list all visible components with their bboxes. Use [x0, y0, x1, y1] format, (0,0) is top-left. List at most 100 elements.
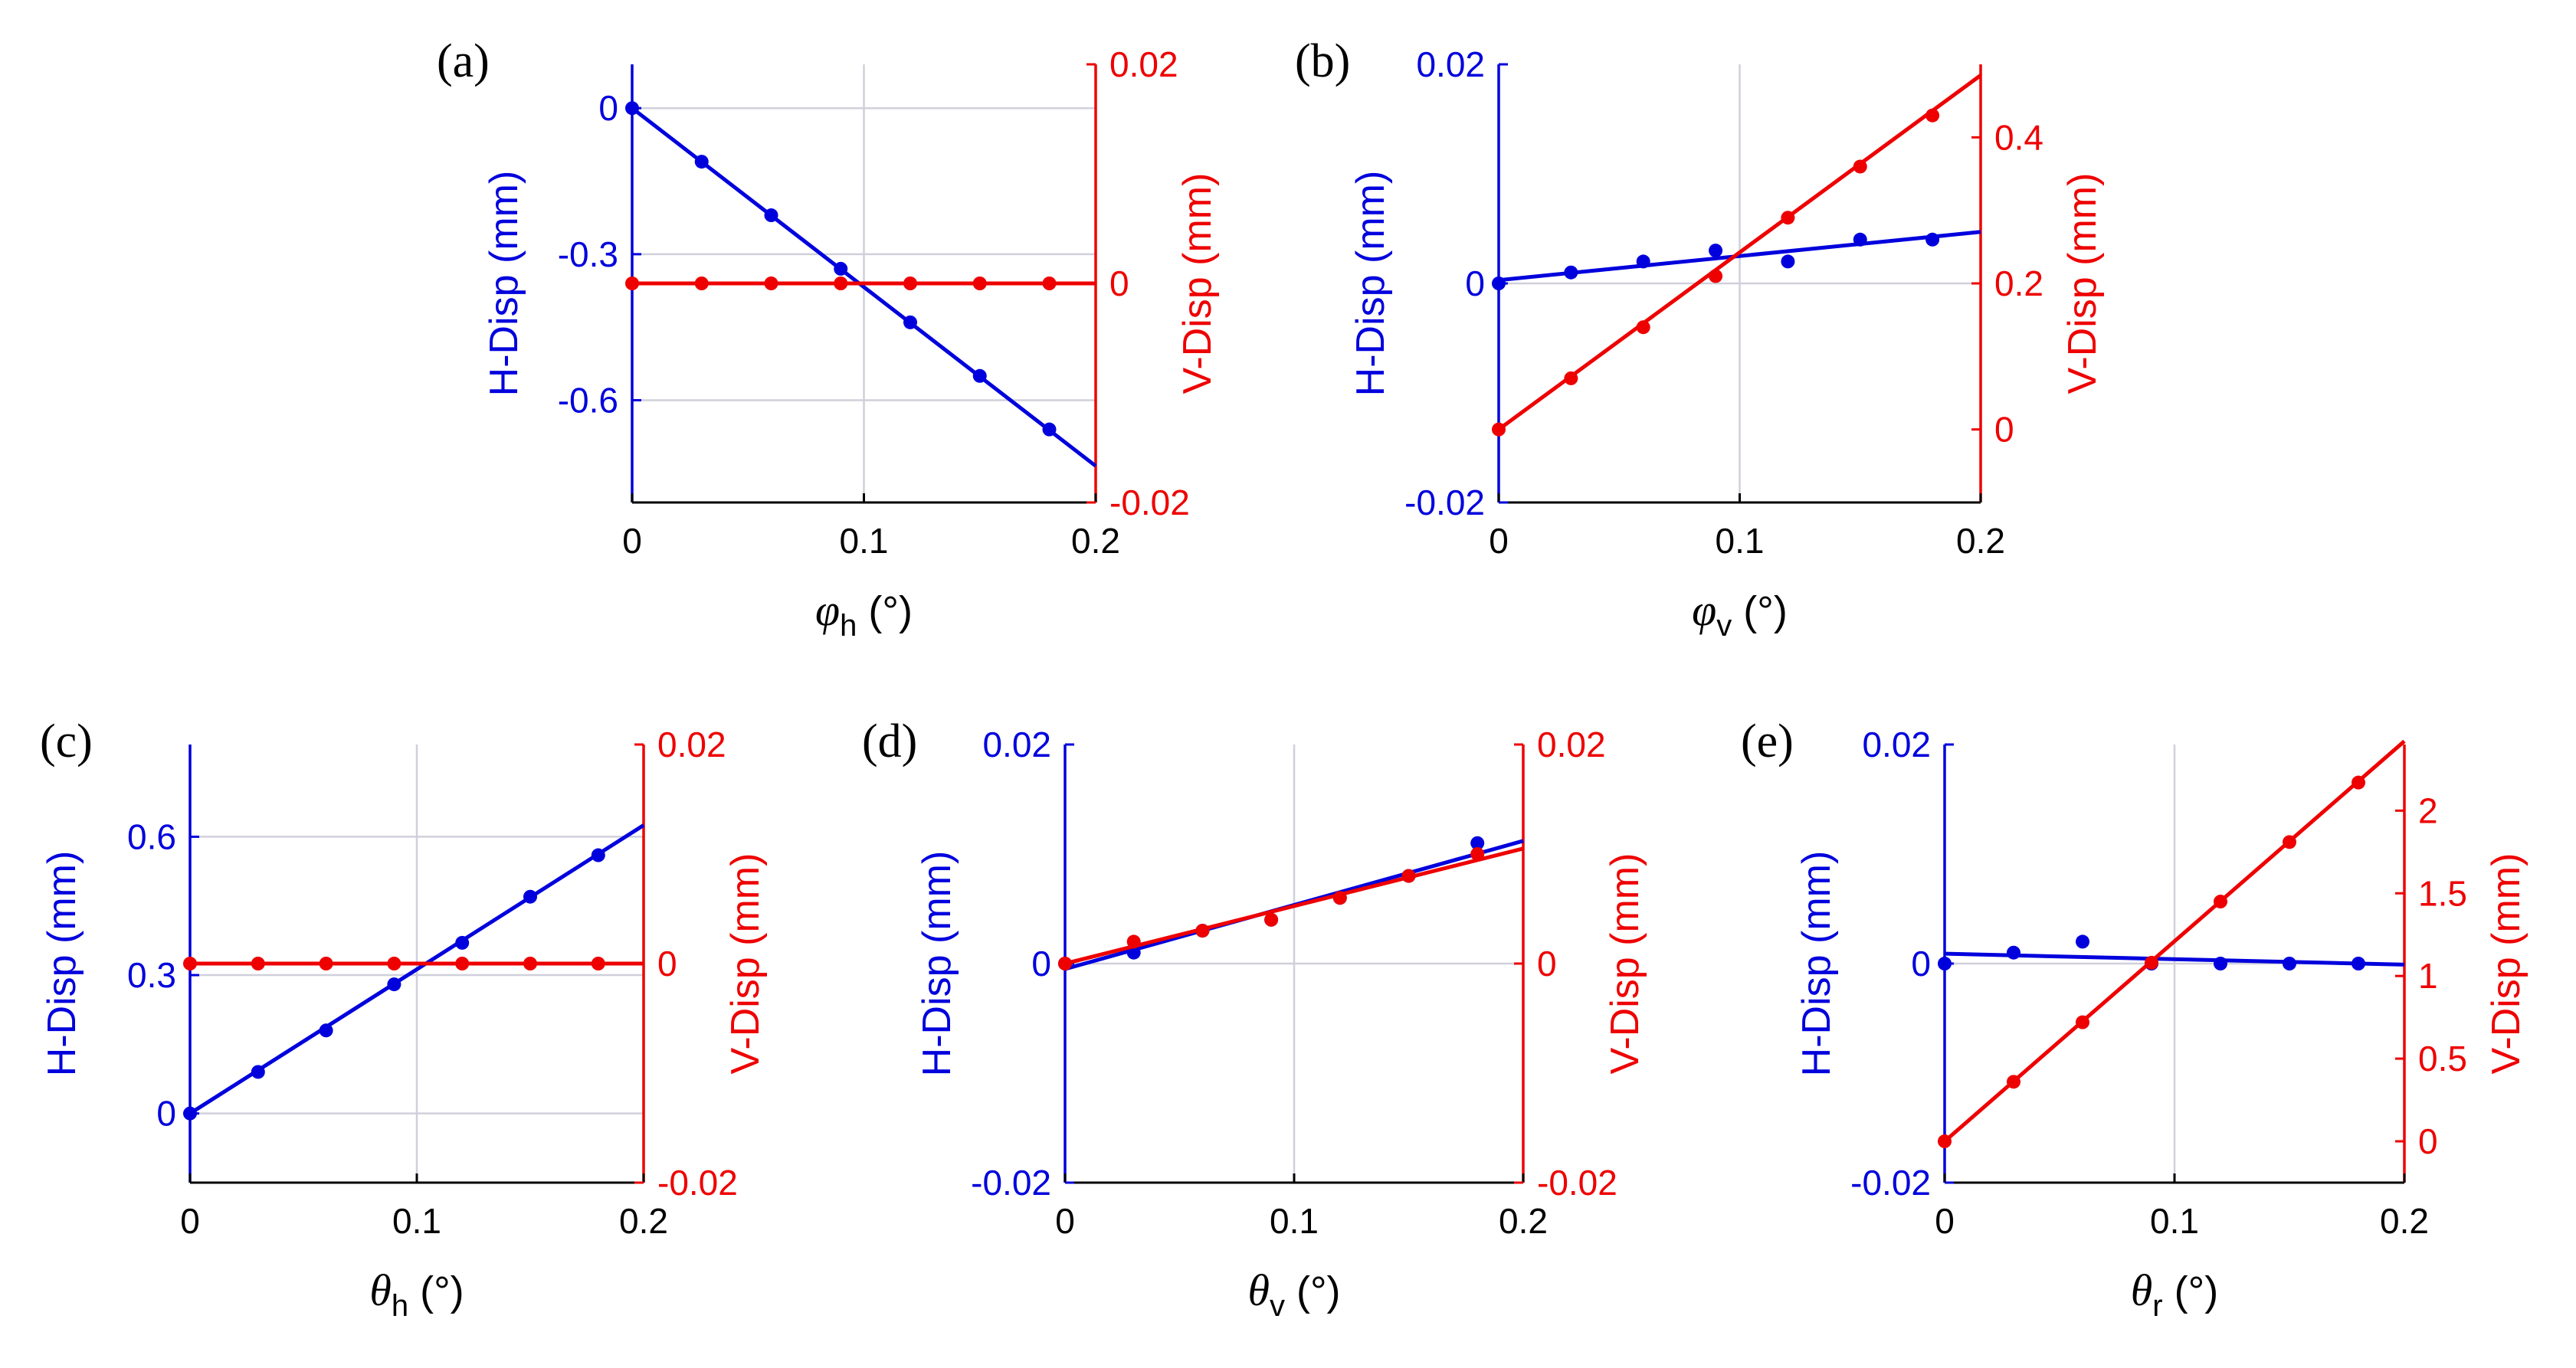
data-point-v-disp	[1709, 269, 1723, 283]
data-point-h-disp	[972, 368, 987, 383]
right-y-tick-label: 0.2	[1994, 263, 2043, 303]
fit-line-v-disp	[1943, 739, 2406, 1143]
data-point-v-disp	[1195, 924, 1210, 938]
left-y-axis-label: H-Disp (mm)	[1349, 171, 1393, 397]
right-y-tick-label: 2	[2418, 790, 2438, 830]
x-tick-label: 0	[1055, 1201, 1075, 1241]
data-point-h-disp	[2076, 934, 2089, 949]
data-point-h-disp	[903, 315, 917, 329]
data-point-v-disp	[2076, 1015, 2089, 1029]
data-point-v-disp	[2214, 895, 2227, 909]
panel-label: (b)	[1295, 35, 1350, 87]
data-point-v-disp	[1636, 320, 1650, 335]
right-y-axis-label: V-Disp (mm)	[1603, 853, 1647, 1075]
panel-label: (a)	[437, 35, 490, 87]
x-axis-unit: (°)	[1285, 1268, 1341, 1314]
x-axis-unit: (°)	[857, 588, 913, 634]
data-point-h-disp	[2283, 957, 2296, 970]
x-axis-symbol: φ	[1692, 585, 1716, 635]
data-point-h-disp	[694, 155, 709, 169]
x-tick-label: 0.2	[1071, 521, 1120, 561]
x-tick-label: 0.1	[840, 521, 889, 561]
chart-panel-a: 0 0.1 0.2 0 -0.3 -0.6 0.02 0 -0.02 H-Disp (mm) V-D…	[437, 35, 1220, 643]
x-axis-symbol: θ	[2131, 1265, 2153, 1315]
left-y-tick-label: 0.3	[127, 955, 176, 995]
left-y-axis-label: H-Disp (mm)	[40, 851, 84, 1077]
left-y-tick-label: 0	[1911, 944, 1931, 983]
fit-line-v-disp	[1497, 74, 1982, 431]
left-y-tick-label: 0.6	[127, 817, 176, 856]
right-y-axis-label: V-Disp (mm)	[1175, 173, 1220, 394]
left-y-tick-label: 0.02	[1416, 44, 1485, 84]
data-point-h-disp	[523, 889, 537, 904]
data-point-h-disp	[1938, 957, 1952, 970]
right-y-axis-label: V-Disp (mm)	[723, 853, 768, 1075]
x-axis-unit: (°)	[408, 1268, 464, 1314]
left-y-axis-label: H-Disp (mm)	[482, 171, 526, 397]
data-point-h-disp	[319, 1023, 333, 1038]
data-point-h-disp	[1564, 265, 1578, 280]
data-point-v-disp	[1925, 108, 1940, 123]
data-point-h-disp	[764, 208, 778, 223]
fit-line-h-disp	[631, 106, 1097, 468]
data-point-h-disp	[1853, 232, 1867, 247]
right-y-tick-label: 0	[1994, 410, 2014, 450]
x-tick-label: 0.2	[2380, 1201, 2429, 1241]
x-axis-symbol: θ	[369, 1265, 392, 1315]
data-point-v-disp	[1938, 1134, 1952, 1149]
data-point-h-disp	[455, 935, 470, 950]
data-point-h-disp	[1470, 836, 1485, 850]
left-y-axis-label: H-Disp (mm)	[1794, 851, 1839, 1077]
panel-label: (e)	[1741, 715, 1794, 767]
data-point-v-disp	[387, 957, 401, 970]
x-axis-subscript: h	[840, 609, 857, 643]
data-point-v-disp	[1058, 957, 1072, 970]
chart-panel-c: 0 0.1 0.2 0.6 0.3 0 0.02 0 -0.02 H-Disp (mm) V-Dis…	[40, 715, 768, 1323]
left-y-tick-label: -0.3	[558, 234, 618, 274]
x-axis-unit: (°)	[1732, 588, 1788, 634]
panel-label: (d)	[862, 715, 917, 767]
data-point-v-disp	[183, 957, 197, 970]
fit-line-h-disp	[1944, 951, 2405, 967]
data-point-v-disp	[1401, 869, 1416, 883]
left-y-axis-label: H-Disp (mm)	[915, 851, 959, 1077]
right-y-tick-label: 0	[1109, 263, 1129, 303]
right-y-tick-label: 0.02	[1109, 44, 1178, 84]
data-point-h-disp	[387, 977, 401, 992]
data-point-v-disp	[455, 957, 470, 970]
x-axis-label: φv (°)	[1692, 585, 1788, 643]
x-axis-subscript: v	[1270, 1289, 1285, 1323]
x-tick-label: 0	[1489, 521, 1509, 561]
right-y-tick-label: 0.5	[2418, 1039, 2467, 1078]
right-y-axis-label: V-Disp (mm)	[2484, 853, 2528, 1075]
x-axis-subscript: r	[2152, 1289, 2162, 1323]
x-tick-label: 0.2	[1499, 1201, 1548, 1241]
right-y-tick-label: 0.02	[657, 725, 726, 764]
data-point-h-disp	[1925, 232, 1940, 247]
x-axis-symbol: φ	[815, 585, 840, 635]
x-tick-label: 0.2	[619, 1201, 668, 1241]
data-point-v-disp	[1564, 371, 1578, 385]
data-point-v-disp	[1126, 934, 1141, 949]
data-point-v-disp	[251, 957, 265, 970]
data-point-h-disp	[183, 1106, 197, 1121]
data-point-v-disp	[2145, 955, 2158, 970]
data-point-h-disp	[1126, 945, 1141, 960]
data-point-h-disp	[1781, 254, 1795, 269]
fit-line-v-disp	[1064, 846, 1524, 966]
data-point-v-disp	[523, 957, 537, 970]
x-tick-label: 0.2	[1956, 521, 2005, 561]
right-y-axis-label: V-Disp (mm)	[2060, 173, 2105, 394]
right-y-tick-label: 0	[1537, 944, 1557, 983]
right-y-tick-label: -0.02	[657, 1163, 738, 1203]
data-point-v-disp	[591, 957, 605, 970]
left-y-tick-label: -0.02	[971, 1163, 1051, 1203]
data-point-v-disp	[625, 277, 639, 290]
data-point-h-disp	[1636, 254, 1650, 269]
data-point-h-disp	[2352, 957, 2365, 970]
data-point-v-disp	[1492, 422, 1506, 437]
x-tick-label: 0	[180, 1201, 200, 1241]
